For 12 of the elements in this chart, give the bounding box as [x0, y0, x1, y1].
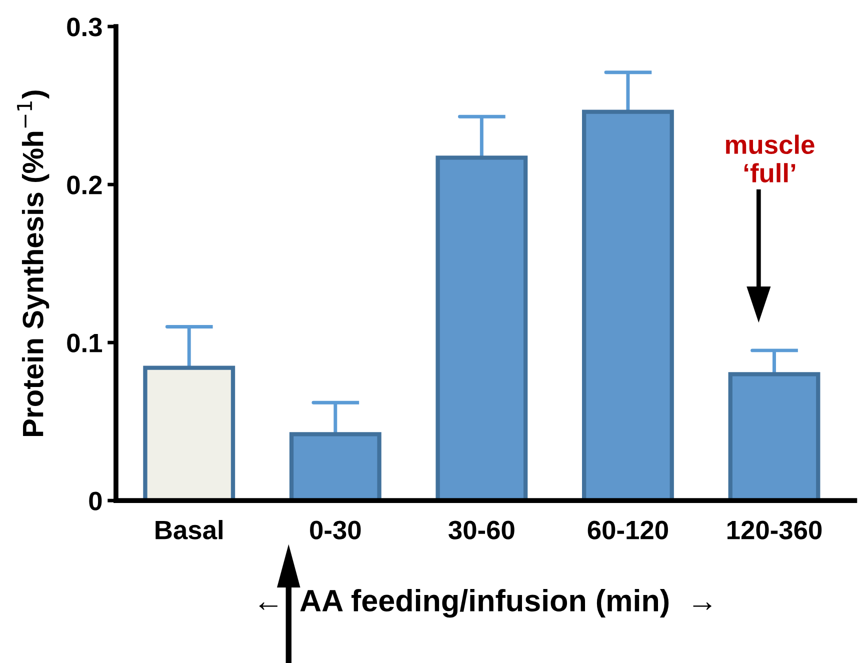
y-tick-label: 0.3 — [67, 18, 102, 36]
x-axis-title: ← AA feeding/infusion (min) → — [259, 589, 712, 618]
x-tick-label: 60-120 — [588, 520, 668, 540]
y-tick-label: 0.2 — [67, 176, 102, 194]
x-tick-label: 30-60 — [448, 520, 514, 540]
y-axis-title: Protein Synthesis (%h$^{−1}$) — [17, 90, 50, 436]
x-tick-label: 120-360 — [727, 520, 822, 540]
x-tick-label: 0-30 — [310, 520, 361, 540]
x-tick-label: Basal — [156, 520, 222, 540]
y-tick-label: 0.1 — [67, 334, 102, 352]
y-tick-label: 0 — [89, 492, 102, 510]
annotation: muscle ‘full’ — [726, 134, 814, 182]
